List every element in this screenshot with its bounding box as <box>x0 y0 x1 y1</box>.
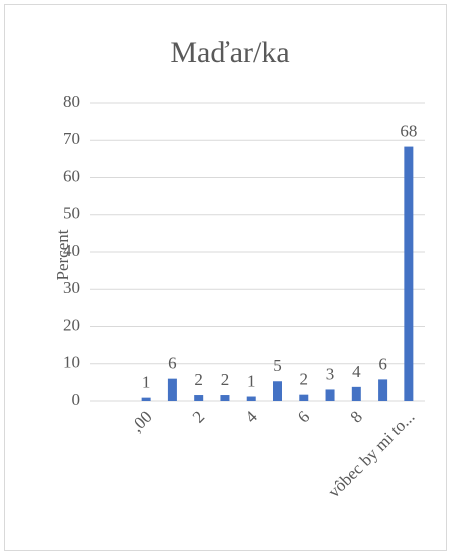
y-tick-label: 0 <box>72 390 81 409</box>
data-label: 3 <box>326 364 335 383</box>
bar <box>194 395 204 401</box>
bar <box>404 146 414 401</box>
bar <box>141 397 151 401</box>
data-label: 68 <box>400 121 417 140</box>
y-tick-label: 70 <box>63 129 80 148</box>
y-tick-label: 10 <box>63 353 80 372</box>
bar <box>220 395 230 401</box>
y-tick-label: 50 <box>63 204 80 223</box>
data-label: 6 <box>168 354 177 373</box>
chart-frame <box>4 4 447 551</box>
y-tick-label: 80 <box>63 92 80 111</box>
data-label: 2 <box>221 370 230 389</box>
data-label: 1 <box>142 373 151 392</box>
y-tick-label: 30 <box>63 278 80 297</box>
chart-title: Maďar/ka <box>170 36 289 69</box>
y-axis-label: Percent <box>53 229 72 280</box>
bar <box>325 389 335 401</box>
bar <box>246 396 256 401</box>
y-tick-label: 60 <box>63 166 80 185</box>
y-tick-label: 20 <box>63 315 80 334</box>
bar <box>273 381 282 401</box>
bar <box>351 386 361 401</box>
data-label: 2 <box>300 370 309 389</box>
bar <box>299 394 309 401</box>
y-tick-label: 40 <box>63 241 80 260</box>
bar <box>378 379 388 401</box>
data-label: 5 <box>273 356 282 375</box>
data-label: 4 <box>352 362 361 381</box>
data-label: 1 <box>247 371 256 390</box>
data-label: 6 <box>378 354 387 373</box>
data-label: 2 <box>194 370 203 389</box>
bar <box>167 378 177 401</box>
